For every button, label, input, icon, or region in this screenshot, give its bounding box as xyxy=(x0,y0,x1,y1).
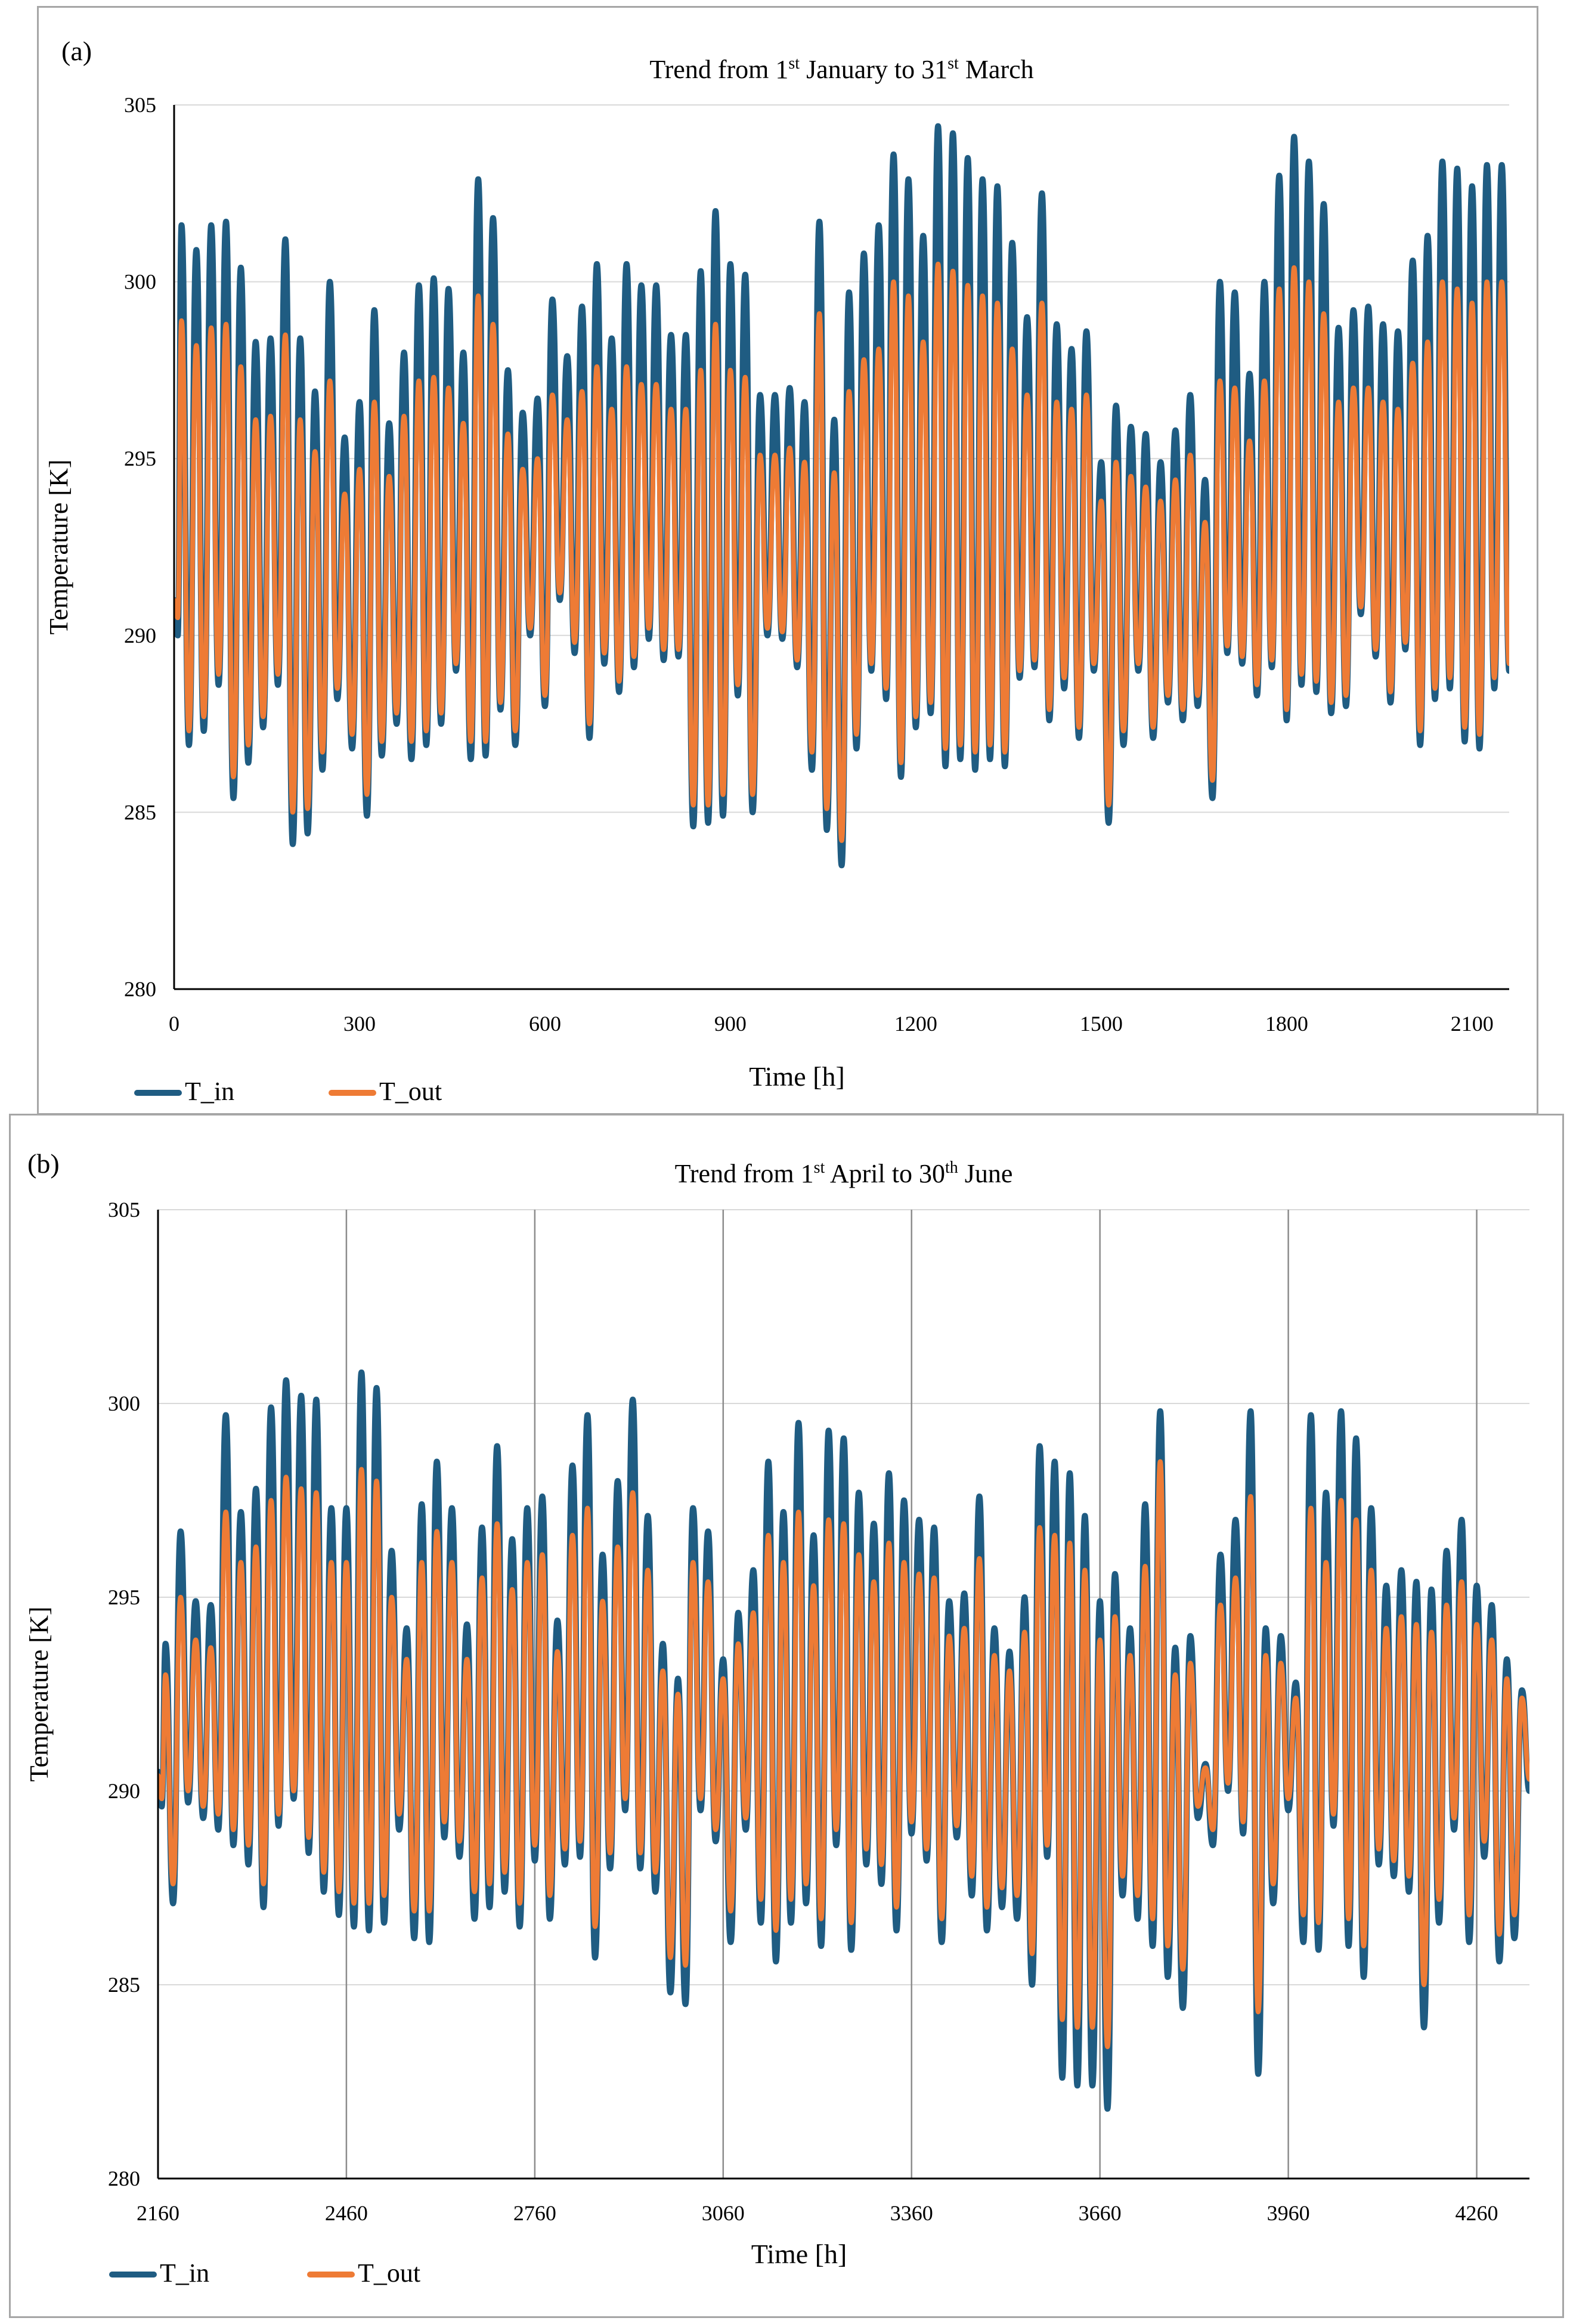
x-tick-label: 3960 xyxy=(1267,2201,1310,2225)
chart-panel-b: (b) Trend from 1st April to 30th June 280 2… xyxy=(9,1114,1564,2318)
title-part: March xyxy=(959,55,1034,84)
title-part: June xyxy=(958,1159,1013,1188)
x-tick-label: 1200 xyxy=(894,1012,937,1036)
title-part: January to 31 xyxy=(800,55,947,84)
y-tick-label: 300 xyxy=(108,1392,140,1415)
y-tick-label: 305 xyxy=(124,93,156,117)
y-tick-label: 295 xyxy=(124,447,156,470)
x-axis-label: Time [h] xyxy=(751,2239,847,2269)
chart-panel-a: (a) Trend from 1st January to 31st March 2… xyxy=(37,6,1538,1115)
panel-label: (a) xyxy=(61,36,92,66)
legend-label: T_out xyxy=(379,1077,442,1106)
y-tick-label: 305 xyxy=(108,1198,140,1222)
y-tick-label: 300 xyxy=(124,270,156,294)
series-line-t-out xyxy=(158,1459,1529,2049)
x-tick-label: 600 xyxy=(529,1012,561,1036)
y-tick-label: 295 xyxy=(108,1585,140,1609)
x-tick-label: 0 xyxy=(169,1012,179,1036)
x-axis-label: Time [h] xyxy=(749,1061,845,1092)
y-axis-label: Temperature [K] xyxy=(24,1607,54,1782)
legend-label: T_in xyxy=(160,2258,209,2288)
x-tick-label: 3660 xyxy=(1079,2201,1122,2225)
x-tick-label: 2460 xyxy=(325,2201,368,2225)
title-part: April to 30 xyxy=(825,1159,945,1188)
title-part: Trend from 1 xyxy=(675,1159,814,1188)
y-axis-label: Temperature [K] xyxy=(44,460,73,635)
x-tick-label: 4260 xyxy=(1456,2201,1498,2225)
x-tick-label: 300 xyxy=(343,1012,376,1036)
x-tick-label: 3360 xyxy=(890,2201,933,2225)
series-line-t-in xyxy=(174,123,1509,869)
title-part: Trend from 1 xyxy=(649,55,788,84)
chart-title: Trend from 1st January to 31st March xyxy=(649,54,1033,84)
title-superscript: th xyxy=(945,1158,958,1177)
x-tick-label: 3060 xyxy=(702,2201,745,2225)
chart-svg: (a)Trend from 1st January to 31st March2… xyxy=(44,36,1509,1106)
x-tick-label: 900 xyxy=(714,1012,747,1036)
x-tick-label: 1800 xyxy=(1265,1012,1308,1036)
chart-svg: (b) Trend from 1st April to 30th June 280 2… xyxy=(24,1148,1529,2288)
x-tick-label: 2160 xyxy=(137,2201,179,2225)
x-tick-label: 2760 xyxy=(513,2201,556,2225)
y-tick-label: 285 xyxy=(108,1973,140,1997)
chart-title: Trend from 1st April to 30th June xyxy=(675,1158,1013,1188)
title-superscript: st xyxy=(788,54,800,73)
x-tick-label: 2100 xyxy=(1451,1012,1494,1036)
y-tick-label: 285 xyxy=(124,800,156,824)
y-tick-label: 280 xyxy=(124,977,156,1001)
series-line-t-out xyxy=(174,261,1509,843)
y-tick-label: 280 xyxy=(108,2167,140,2190)
title-superscript: st xyxy=(947,54,959,73)
title-superscript: st xyxy=(814,1158,825,1177)
y-tick-label: 290 xyxy=(124,624,156,647)
panel-label: (b) xyxy=(27,1148,60,1179)
y-tick-label: 290 xyxy=(108,1779,140,1803)
legend-label: T_in xyxy=(185,1077,234,1106)
x-tick-label: 1500 xyxy=(1080,1012,1123,1036)
legend-label: T_out xyxy=(358,2258,420,2288)
